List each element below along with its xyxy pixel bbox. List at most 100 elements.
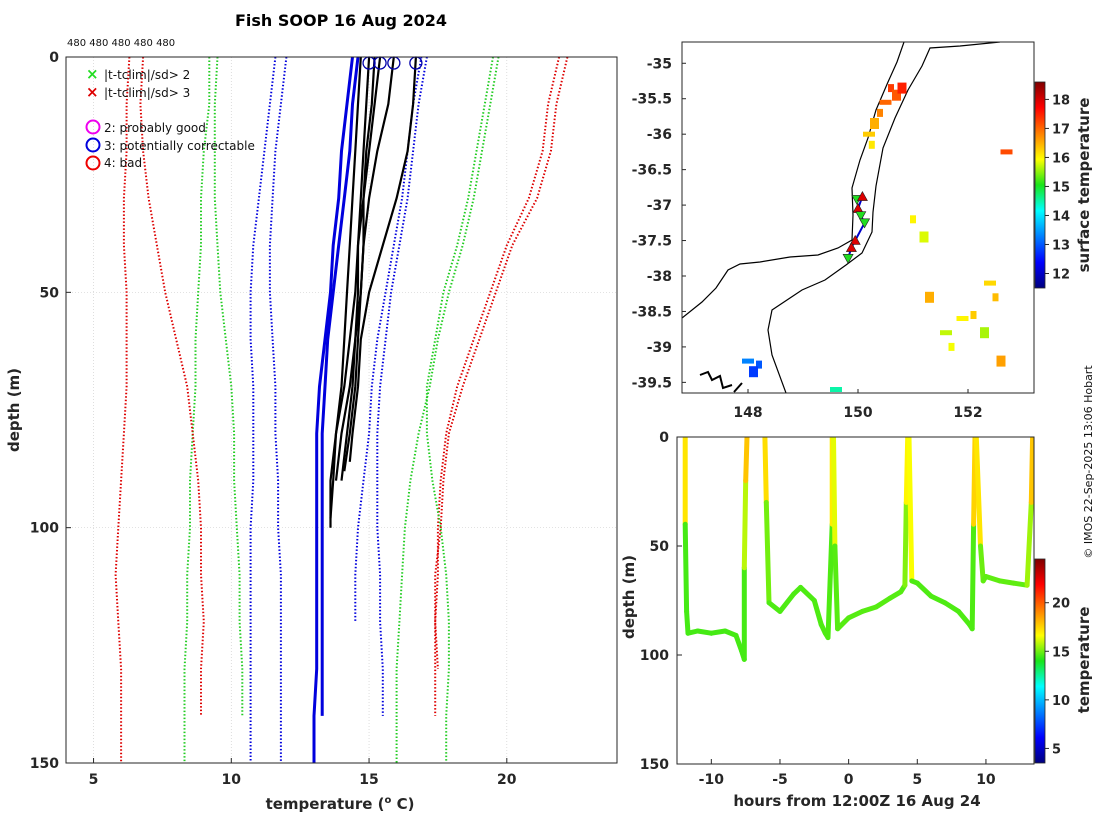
map-sst-cell <box>984 280 996 286</box>
section-cast-segment <box>846 608 865 621</box>
map-y-tick-label: -37 <box>647 198 672 214</box>
map-sst-cell <box>830 387 842 392</box>
credit-text: © IMOS 22-Sep-2025 13:06 Hobart <box>1082 365 1095 559</box>
profile-line <box>320 56 360 716</box>
map-sst-cell <box>879 99 892 105</box>
map-colorbar-ticks: 12 13 14 15 16 17 18 <box>1045 93 1070 282</box>
map-colorbar-tick-label: 15 <box>1052 180 1070 195</box>
profile-line <box>183 57 211 763</box>
map-sst-cell <box>1000 149 1013 155</box>
map-sst-cell <box>919 231 929 243</box>
profile-x-tick-label: 5 <box>89 772 99 788</box>
profile-line <box>395 56 500 763</box>
section-y-tick-label: 150 <box>640 757 669 773</box>
section-colorbar <box>1034 558 1046 764</box>
map-colorbar-tick-label: 18 <box>1052 93 1070 108</box>
map-y-tick-label: -38.5 <box>632 304 672 320</box>
profile-x-axis-label: temperature (o C) <box>266 795 415 813</box>
section-x-axis-label: hours from 12:00Z 16 Aug 24 <box>733 792 980 810</box>
legend-label-sd2: |t-tclim|/sd> 2 <box>104 68 190 82</box>
section-y-tick-label: 50 <box>650 539 670 555</box>
section-cast-segment <box>835 615 852 632</box>
map-sst-cell <box>940 330 952 336</box>
profile-line <box>425 56 494 763</box>
profile-y-tick-label: 0 <box>49 50 59 66</box>
section-y-axis-label: depth (m) <box>620 555 638 639</box>
section-cast-segment <box>743 437 750 484</box>
profile-line <box>268 56 288 763</box>
map-track-marker <box>842 254 854 264</box>
profile-x-tick-label: 20 <box>497 772 517 788</box>
map-track-markers <box>842 190 871 264</box>
map-sst-cells <box>742 82 1013 392</box>
map-panel: 148 150 152 -35 -35.5 -36 -36.5 -37 -37.5 -38 -38.… <box>632 41 1093 421</box>
section-colorbar-tick-label: 10 <box>1052 694 1070 709</box>
section-cast-segment <box>798 584 817 603</box>
map-colorbar-tick-label: 13 <box>1052 238 1070 253</box>
map-ticks: 148 150 152 -35 -35.5 -36 -36.5 -37 -37.5 -38 -38.… <box>632 56 983 421</box>
profile-line <box>114 56 131 763</box>
section-x-tick-label: 10 <box>976 772 996 788</box>
map-track-marker <box>855 211 867 222</box>
map-sst-cell <box>749 366 758 378</box>
legend-label-correctable: 3: potentially correctable <box>104 139 255 153</box>
map-track-marker <box>849 234 861 245</box>
section-cast-segment <box>978 543 986 584</box>
section-cast-segment <box>1024 499 1034 588</box>
profile-line <box>213 56 244 716</box>
section-cast-segment <box>733 632 744 654</box>
section-cast-segment <box>777 591 797 614</box>
map-y-tick-label: -35 <box>647 56 672 72</box>
map-plot-area <box>682 42 1034 393</box>
map-colorbar-tick-label: 14 <box>1052 209 1070 224</box>
section-cast-segment <box>942 600 961 614</box>
section-colorbar-ticks: 5 10 15 20 <box>1045 597 1070 757</box>
map-track-marker <box>856 190 868 201</box>
map-sst-cell <box>888 84 894 93</box>
map-sst-cell <box>868 140 875 149</box>
section-cast-segment <box>973 437 983 549</box>
map-sst-cell <box>742 358 754 364</box>
map-colorbar-tick-label: 17 <box>1052 122 1070 137</box>
map-colorbar-tick-label: 16 <box>1052 151 1070 166</box>
map-track-marker <box>859 218 871 229</box>
map-x-tick-label: 150 <box>843 405 872 421</box>
map-y-tick-label: -35.5 <box>632 92 672 108</box>
section-colorbar-tick-label: 15 <box>1052 645 1070 660</box>
tasmania-coast <box>699 370 743 393</box>
section-x-tick-label: -10 <box>699 772 725 788</box>
profile-y-tick-label: 50 <box>40 285 60 301</box>
profile-legend: × |t-tclim|/sd> 2 × |t-tclim|/sd> 3 2: p… <box>85 65 255 171</box>
section-colorbar-label: temperature <box>1075 607 1093 714</box>
map-y-tick-label: -36.5 <box>632 163 672 179</box>
section-cast-segment <box>873 595 893 610</box>
map-y-tick-label: -37.5 <box>632 234 672 250</box>
section-casts <box>682 437 1034 662</box>
section-cast-segment <box>684 608 691 636</box>
profile-line <box>434 56 569 716</box>
map-x-tick-label: 148 <box>733 405 762 421</box>
section-cast-segment <box>956 608 972 627</box>
profile-line <box>329 56 362 519</box>
legend-marker-circle-blue <box>85 137 101 153</box>
profile-line <box>376 56 428 716</box>
legend-marker-circle-red <box>85 155 101 171</box>
map-colorbar-label: surface temperature <box>1075 98 1093 273</box>
map-sst-cell <box>992 293 999 302</box>
legend-marker-x-red: × <box>86 83 99 101</box>
map-y-tick-label: -36 <box>647 127 672 143</box>
map-sst-cell <box>756 360 762 369</box>
profile-panel: Fish SOOP 16 Aug 2024 480 480 480 480 48… <box>5 11 618 813</box>
profile-y-tick-label: 100 <box>30 521 59 537</box>
profile-line <box>334 56 382 481</box>
section-cast-segment <box>762 437 769 505</box>
section-cast-segment <box>825 521 835 641</box>
shelf-contour <box>767 42 1001 393</box>
profile-lines <box>114 56 569 763</box>
section-cast-segment <box>969 521 977 632</box>
map-sst-cell <box>970 311 977 319</box>
profile-x-tick-label: 15 <box>359 772 378 788</box>
legend-label-sd3: |t-tclim|/sd> 3 <box>104 86 190 100</box>
